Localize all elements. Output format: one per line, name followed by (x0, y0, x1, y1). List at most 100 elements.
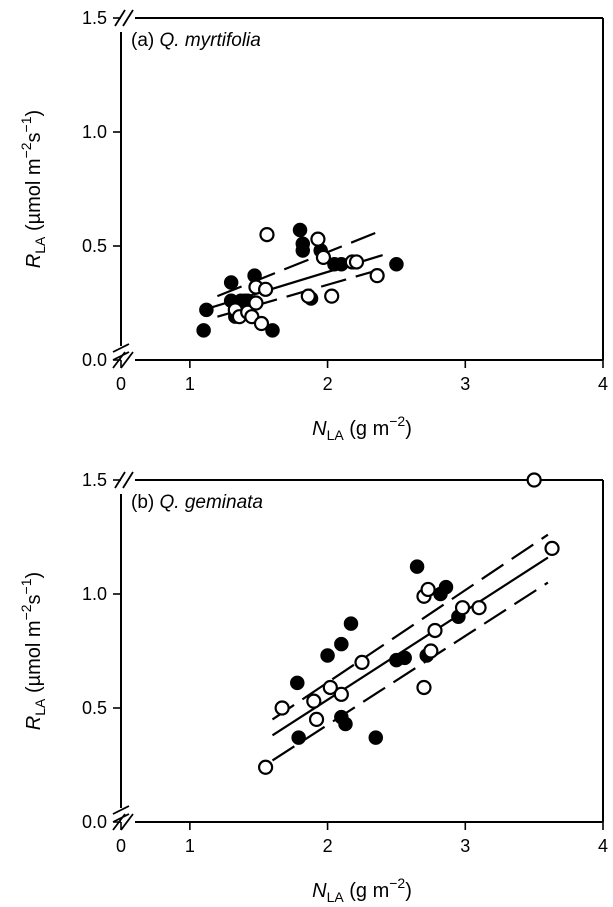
open-point (324, 288, 340, 304)
x-tick-label: 3 (460, 374, 470, 394)
open-point (308, 711, 325, 728)
open-point (416, 679, 432, 696)
confidence-lower-line (217, 267, 383, 318)
x-tick-label: 1 (185, 374, 195, 394)
y-tick-label: 1.5 (82, 470, 107, 490)
y-axis-label: RLA (µmol m−2s−1) (18, 572, 48, 730)
confidence-lower-line (271, 581, 549, 762)
axis-break-mark (120, 813, 134, 831)
y-tick-label: 1.0 (82, 584, 107, 604)
open-point (315, 249, 332, 265)
panel-title: (b) Q. geminata (131, 492, 263, 513)
open-point (310, 231, 326, 247)
filled-point (199, 302, 214, 318)
filled-point (368, 730, 384, 745)
x-label-unit: (g m (344, 880, 390, 902)
axis-break-mark (112, 351, 130, 361)
x-tick-label: 3 (460, 836, 470, 856)
species-name: Q. geminata (160, 492, 264, 513)
x-tick-label: 4 (598, 374, 608, 394)
filled-point (320, 648, 335, 663)
x-tick-label: 2 (323, 836, 333, 856)
y-label-seconds: s (23, 132, 45, 142)
open-point (258, 281, 274, 297)
y-label-seconds: s (23, 594, 45, 604)
x-label-close: ) (405, 880, 412, 902)
panel-title: (a) Q. myrtifolia (131, 30, 261, 51)
open-point (300, 288, 316, 304)
y-label-unit: (µmol m (23, 158, 45, 236)
y-label-symbol: R (23, 716, 45, 730)
x-label-exponent: −2 (389, 875, 405, 891)
open-point (454, 600, 471, 616)
y-label-exponent: −2 (18, 142, 34, 158)
y-tick-label: 0.5 (82, 236, 107, 256)
x-label-symbol: N (312, 880, 327, 902)
x-label-unit: (g m (344, 418, 390, 440)
axis-break-mark (112, 813, 130, 823)
open-point (274, 700, 290, 716)
y-label-exponent: −2 (18, 604, 34, 620)
x-label-close: ) (405, 418, 412, 440)
y-axis-label: RLA (µmol m−2s−1) (18, 110, 48, 268)
confidence-upper-line (271, 533, 549, 721)
y-label-close: ) (23, 572, 45, 579)
filled-point (290, 675, 305, 691)
species-name: Q. myrtifolia (160, 30, 261, 51)
open-point (423, 643, 439, 659)
open-point (253, 315, 270, 332)
y-tick-label: 1.5 (82, 8, 107, 28)
filled-point (334, 636, 349, 652)
filled-point (338, 716, 353, 732)
open-point (248, 295, 264, 311)
open-point (427, 622, 443, 639)
open-point (258, 759, 274, 775)
y-tick-label: 0.0 (82, 350, 107, 370)
x-label-symbol: N (312, 418, 327, 440)
filled-point (389, 256, 404, 272)
filled-point (291, 730, 306, 745)
open-point (369, 268, 385, 284)
y-label-close: ) (23, 110, 45, 117)
y-tick-label: 0.5 (82, 698, 107, 718)
confidence-upper-line (216, 229, 384, 298)
y-label-subscript: LA (32, 236, 48, 254)
y-label-unit: (µmol m (23, 620, 45, 698)
panel-letter: (a) (131, 30, 160, 51)
x-label-subscript: LA (327, 427, 345, 443)
axis-break-mark (112, 805, 130, 815)
filled-point (265, 323, 280, 338)
open-point (333, 686, 349, 702)
panel-letter: (b) (131, 492, 160, 513)
x-tick-label: 0 (116, 836, 126, 856)
x-axis-label: NLA (g m−2) (312, 875, 412, 905)
x-tick-label: 2 (323, 374, 333, 394)
filled-point (397, 650, 412, 666)
y-label-symbol: R (23, 254, 45, 268)
filled-point (295, 243, 311, 258)
y-label-exponent: −1 (18, 578, 34, 594)
filled-point (196, 323, 211, 338)
axis-break-mark (120, 351, 134, 369)
open-point (259, 227, 275, 243)
x-tick-label: 0 (116, 374, 126, 394)
open-point (322, 679, 338, 696)
open-point (526, 472, 542, 488)
axis-break-mark (122, 471, 134, 489)
y-tick-label: 0.0 (82, 812, 107, 832)
open-point (544, 540, 560, 557)
x-label-subscript: LA (327, 889, 345, 905)
x-tick-label: 1 (185, 836, 195, 856)
y-label-subscript: LA (32, 698, 48, 716)
open-point (420, 581, 436, 598)
y-label-exponent: −1 (18, 116, 34, 132)
filled-point (343, 616, 359, 631)
y-tick-label: 1.0 (82, 122, 107, 142)
axis-break-mark (122, 9, 134, 27)
open-point (471, 600, 487, 616)
axis-break-mark (112, 343, 130, 353)
x-axis-label: NLA (g m−2) (312, 413, 412, 443)
